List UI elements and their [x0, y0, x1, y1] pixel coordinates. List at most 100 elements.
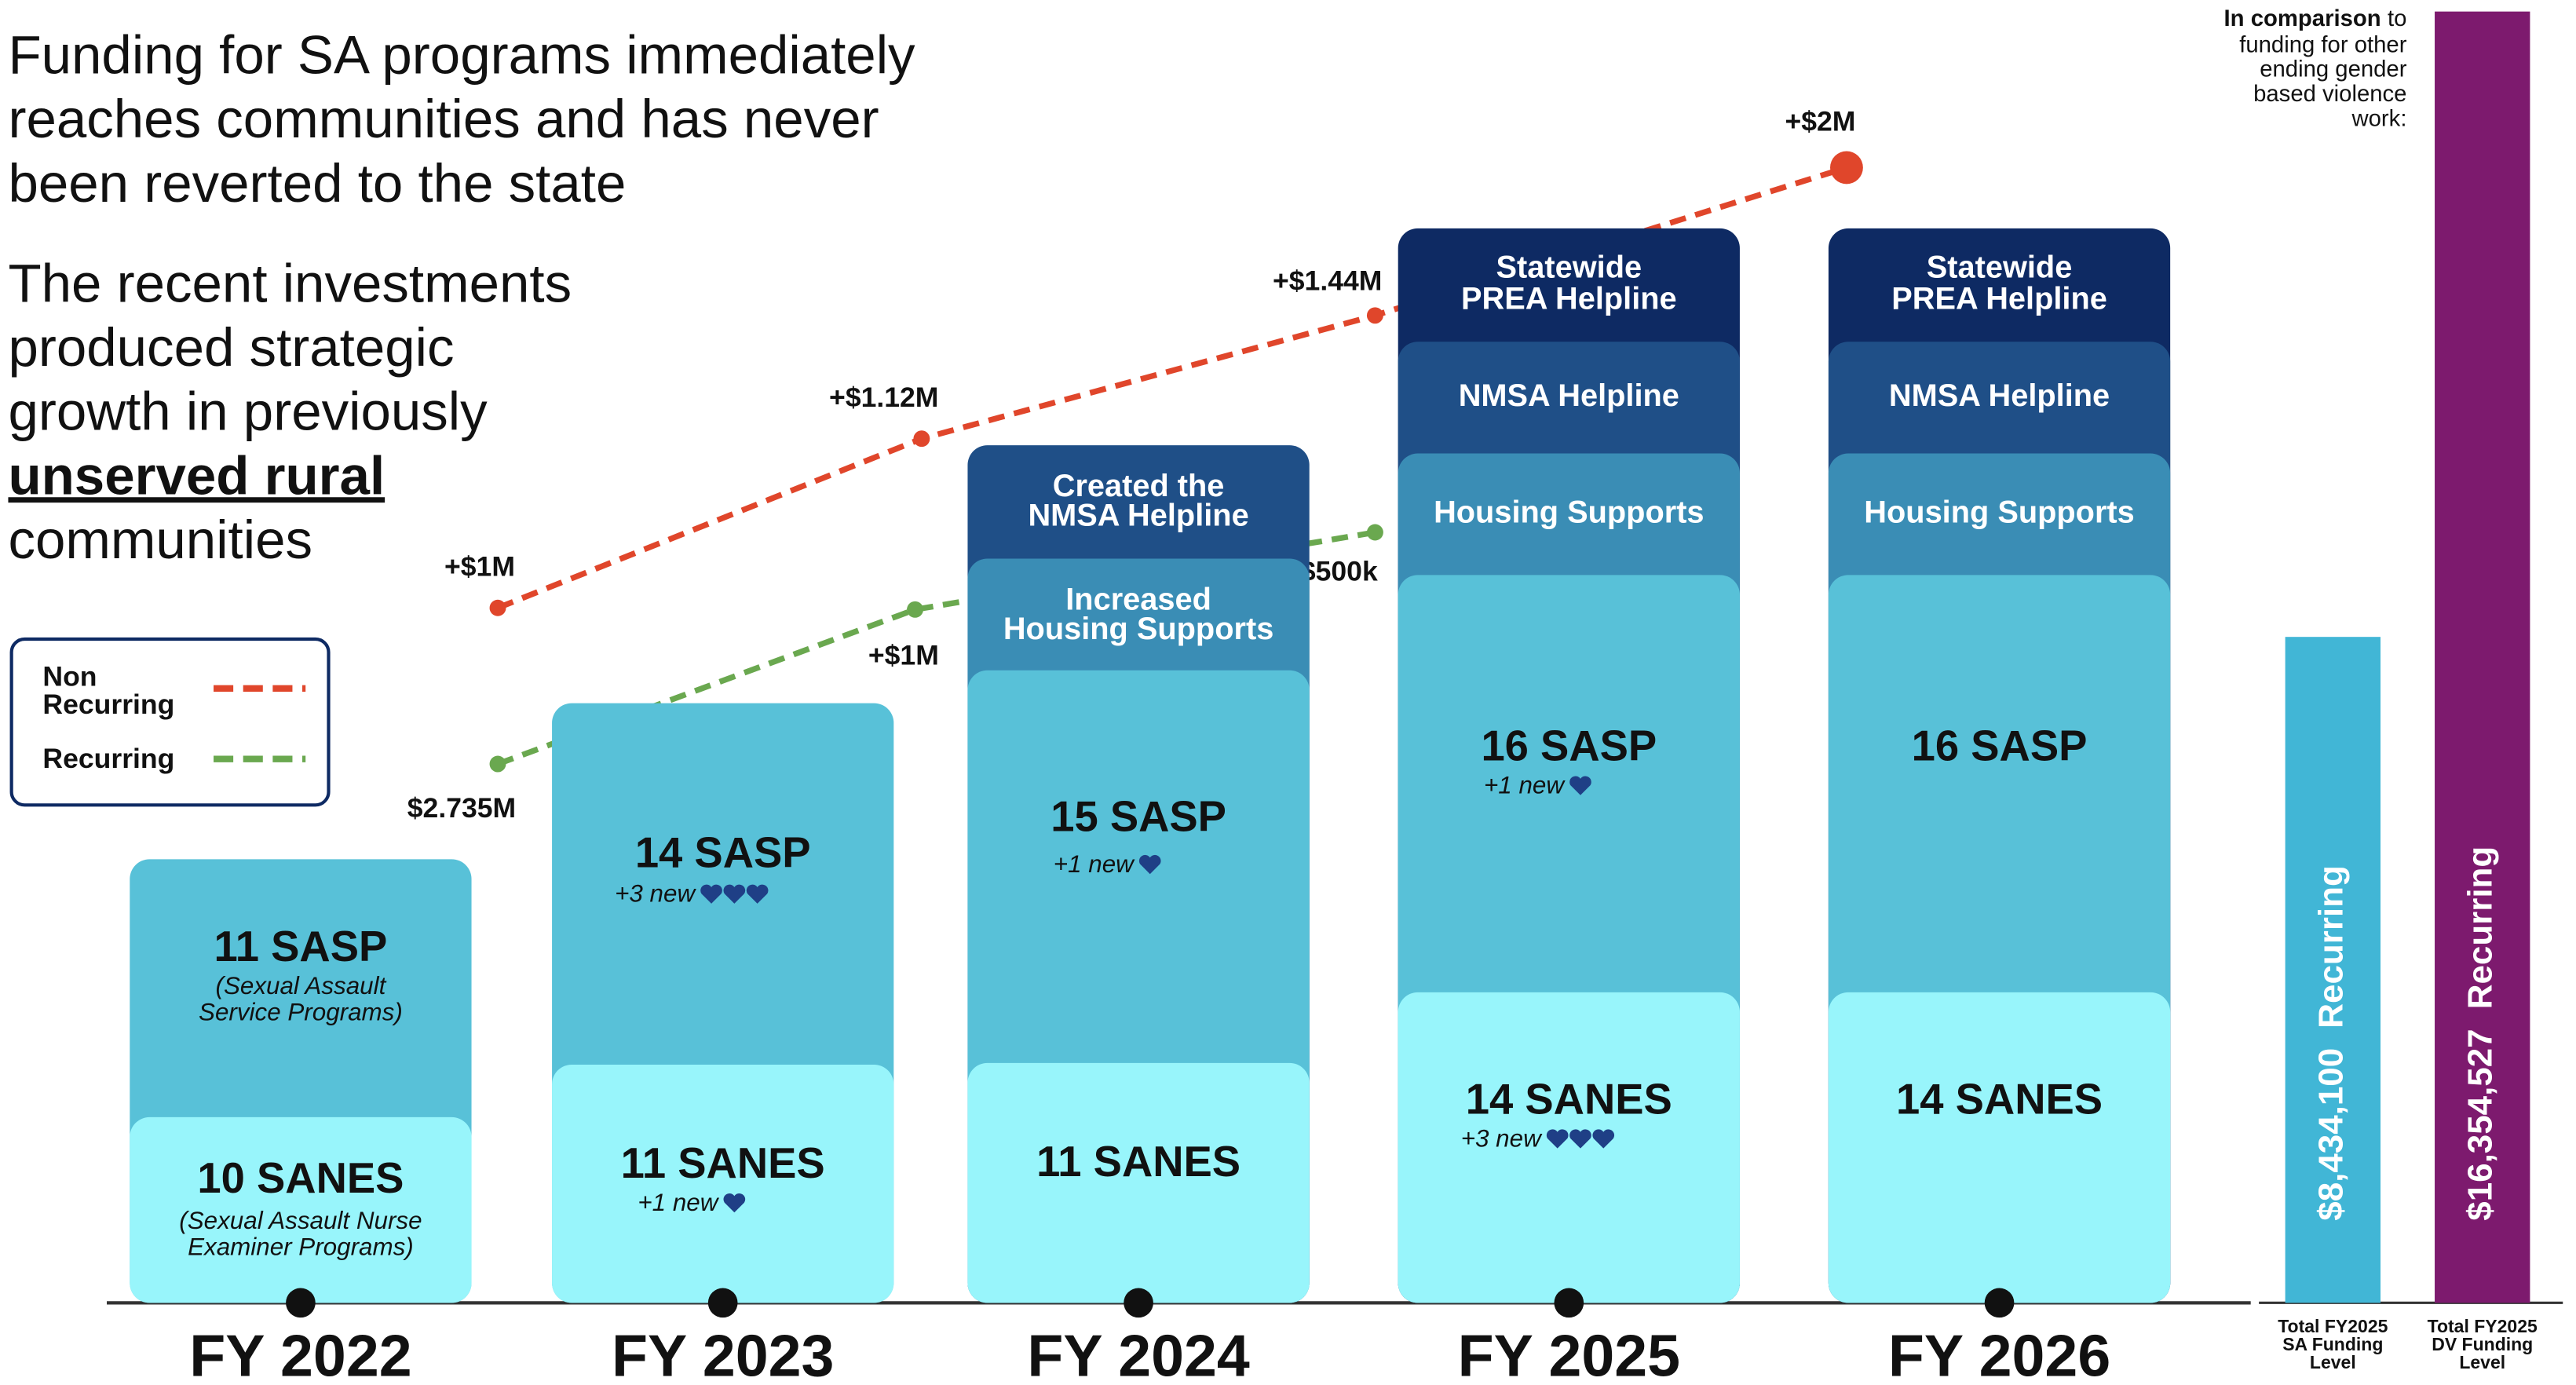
trend-point [1366, 524, 1383, 541]
subhead-line: communities [8, 509, 312, 570]
heart-icon [1592, 1129, 1615, 1149]
block-title: 14 SANES [1466, 1075, 1672, 1123]
new-count: +3 new [615, 880, 696, 908]
heart-icon [1569, 1129, 1591, 1149]
trend-label: +$1M [868, 639, 939, 671]
heart-icon [723, 884, 746, 904]
new-count: +1 new [1484, 772, 1566, 799]
funding-bar [2435, 11, 2530, 1303]
funding-amount: $8,434,100 [2311, 1048, 2350, 1221]
subhead-emphasis: unserved rural [8, 444, 385, 506]
heart-icon [700, 884, 722, 904]
year-label: FY 2026 [1888, 1322, 2110, 1385]
comparison-note: ending gender [2260, 57, 2406, 82]
program-block [552, 1064, 894, 1303]
comparison-note: funding for other [2239, 31, 2406, 57]
funding-tag: Recurring [2311, 865, 2350, 1029]
block-title: 15 SASP [1050, 793, 1226, 841]
comparison-note: based violence [2253, 81, 2406, 107]
trend-point [1366, 307, 1383, 324]
block-title: PREA Helpline [1891, 281, 2107, 316]
trend-line [496, 164, 1848, 611]
timeline-dot [707, 1288, 738, 1318]
trend-point [913, 430, 930, 448]
heart-icon [723, 1193, 746, 1213]
block-title: 11 SANES [621, 1139, 825, 1187]
block-note: (Sexual Assault Nurse [179, 1207, 422, 1234]
new-count: +1 new [638, 1189, 719, 1216]
comparison-note-text: to [2388, 5, 2406, 31]
funding-caption: Level [2310, 1352, 2356, 1372]
funding-bar [2285, 637, 2381, 1303]
block-note: Examiner Programs) [188, 1233, 414, 1261]
trend-point [907, 601, 923, 618]
funding-bar-label: $8,434,100 Recurring [2311, 865, 2350, 1221]
headline-line: Funding for SA programs immediately [8, 24, 915, 86]
year-label: FY 2025 [1458, 1322, 1680, 1385]
legend-box [9, 637, 331, 807]
funding-amount: $16,354,527 [2461, 1029, 2499, 1220]
trend-label: +$1.12M [829, 382, 938, 413]
program-block [1828, 992, 2171, 1303]
block-title: 14 SANES [1896, 1075, 2103, 1123]
block-title: Housing Supports [1864, 495, 2134, 529]
trend-point [1830, 151, 1863, 185]
block-title: Created the [1053, 469, 1225, 503]
subhead-line: growth in previously [8, 381, 488, 442]
comparison-note: In comparison to [2224, 5, 2407, 31]
timeline-dot [1554, 1288, 1584, 1318]
block-title: 14 SASP [635, 829, 811, 877]
funding-caption: DV Funding [2432, 1334, 2533, 1354]
year-label: FY 2023 [612, 1322, 834, 1385]
block-title: Housing Supports [1003, 612, 1273, 646]
block-title: 16 SASP [1912, 722, 2088, 770]
subhead-line: produced strategic [8, 316, 454, 378]
block-title: 11 SASP [214, 923, 388, 970]
funding-bar-label: $16,354,527 Recurring [2461, 846, 2499, 1221]
block-title: Statewide [1927, 250, 2073, 285]
block-title: 16 SASP [1481, 722, 1657, 770]
funding-caption: SA Funding [2282, 1334, 2383, 1354]
block-title: PREA Helpline [1461, 281, 1677, 316]
funding-caption: Level [2459, 1352, 2505, 1372]
trend-label: $2.735M [407, 792, 516, 824]
heart-icon [1138, 854, 1161, 875]
year-label: FY 2024 [1027, 1322, 1249, 1385]
headline-line: been reverted to the state [8, 152, 626, 214]
legend-label: Recurring [42, 743, 174, 774]
timeline-dot [1124, 1288, 1153, 1318]
heart-icon [746, 884, 769, 904]
funding-caption: Total FY2025 [2428, 1316, 2538, 1336]
new-count: +3 new [1461, 1124, 1543, 1152]
timeline-dot [1984, 1288, 2015, 1318]
trend-point [489, 599, 506, 616]
comparison-note: work: [2351, 106, 2407, 132]
trend-label: +$1M [444, 550, 515, 582]
block-note: Service Programs) [199, 998, 403, 1025]
block-title: 11 SANES [1036, 1138, 1240, 1186]
headline-line: reaches communities and has never [8, 88, 879, 149]
trend-label: +$1.44M [1273, 265, 1382, 296]
block-title: 10 SANES [197, 1154, 404, 1202]
program-block [967, 1062, 1310, 1303]
heart-icon [1569, 776, 1591, 795]
block-title: Statewide [1496, 250, 1642, 285]
heart-icon [1546, 1129, 1569, 1149]
block-title: NMSA Helpline [1459, 378, 1679, 413]
program-block [1398, 992, 1740, 1303]
funding-tag: Recurring [2461, 846, 2499, 1010]
block-title: Increased [1065, 582, 1211, 616]
trend-label: +$2M [1785, 105, 1855, 137]
trend-point [489, 755, 506, 773]
program-block [130, 1116, 472, 1303]
new-count: +1 new [1054, 850, 1135, 878]
year-label: FY 2022 [189, 1322, 411, 1385]
block-note: (Sexual Assault [216, 972, 387, 999]
legend-label: Non [42, 661, 97, 692]
timeline-dot [286, 1288, 316, 1318]
funding-caption: Total FY2025 [2278, 1316, 2388, 1336]
comparison-note-lead: In comparison [2224, 5, 2381, 31]
legend-label: Recurring [42, 689, 174, 720]
block-title: Housing Supports [1434, 495, 1704, 529]
